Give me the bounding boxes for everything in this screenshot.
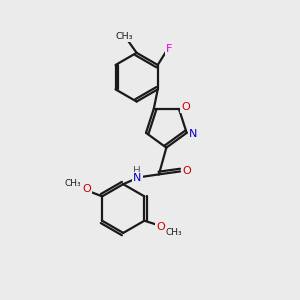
Text: CH₃: CH₃ xyxy=(65,179,81,188)
Text: O: O xyxy=(82,184,91,194)
Text: H: H xyxy=(133,167,141,176)
Text: CH₃: CH₃ xyxy=(115,32,133,41)
Text: O: O xyxy=(182,166,190,176)
Text: N: N xyxy=(189,129,197,139)
Text: F: F xyxy=(166,44,172,54)
Text: N: N xyxy=(133,173,141,183)
Text: O: O xyxy=(156,222,165,232)
Text: CH₃: CH₃ xyxy=(166,228,182,237)
Text: O: O xyxy=(181,101,190,112)
